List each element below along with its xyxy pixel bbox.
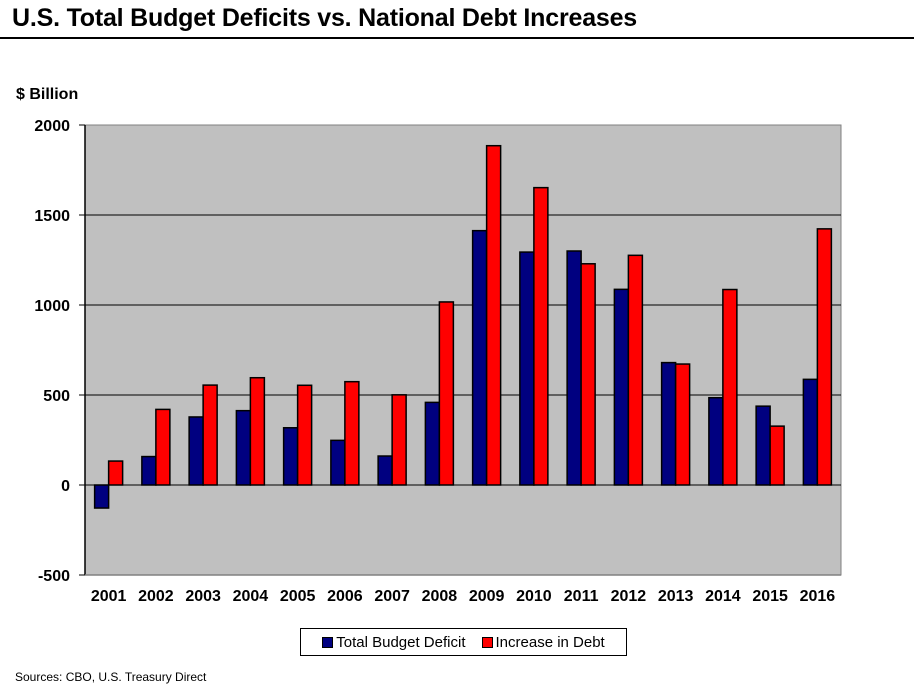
y-tick-label: 2000 <box>34 118 70 135</box>
y-tick-label: 0 <box>61 478 70 495</box>
bar-deficit <box>377 455 393 486</box>
bar-debt-increase <box>769 425 785 486</box>
legend-swatch-debt <box>481 636 493 648</box>
legend: Total Budget Deficit Increase in Debt <box>300 628 627 656</box>
bar-deficit <box>802 378 819 486</box>
x-tick-label: 2005 <box>280 588 316 605</box>
axes <box>84 125 841 576</box>
legend-item-deficit: Total Budget Deficit <box>322 633 466 651</box>
source-note: Sources: CBO, U.S. Treasury Direct <box>15 670 207 684</box>
plot-area <box>84 124 842 576</box>
x-tick-label: 2003 <box>185 588 221 605</box>
y-axis-unit-label: $ Billion <box>16 86 79 103</box>
bar-debt-increase <box>107 460 124 486</box>
bar-debt-increase <box>344 380 360 486</box>
legend-item-debt: Increase in Debt <box>481 633 605 651</box>
bar-deficit <box>755 405 771 486</box>
y-tick-label: 1000 <box>34 298 70 315</box>
bar-deficit <box>613 288 630 486</box>
bar-debt-increase <box>816 228 833 486</box>
bar-deficit <box>566 250 582 486</box>
bar-deficit <box>471 229 488 486</box>
legend-label-deficit: Total Budget Deficit <box>336 633 466 651</box>
x-tick-label: 2007 <box>374 588 410 605</box>
x-tick-label: 2012 <box>611 588 647 605</box>
title-divider <box>0 37 914 39</box>
x-tick-label: 2011 <box>564 588 599 605</box>
bar-deficit <box>93 484 110 509</box>
bar-debt-increase <box>296 384 313 486</box>
y-tick-label: 500 <box>43 388 70 405</box>
bar-debt-increase <box>155 408 171 486</box>
x-tick-label: 2006 <box>327 588 363 605</box>
x-tick-label: 2010 <box>516 588 552 605</box>
y-tick-label: -500 <box>38 568 70 585</box>
bar-debt-increase <box>391 394 407 486</box>
chart-title: U.S. Total Budget Deficits vs. National … <box>12 4 638 32</box>
legend-label-debt: Increase in Debt <box>495 633 605 651</box>
bar-deficit <box>424 401 441 486</box>
bar-deficit <box>660 361 677 486</box>
bar-deficit <box>708 396 724 486</box>
bar-deficit <box>235 409 252 486</box>
x-tick-label: 2004 <box>233 588 269 605</box>
x-tick-label: 2016 <box>800 588 836 605</box>
x-tick-label: 2013 <box>658 588 694 605</box>
x-tick-label: 2008 <box>422 588 458 605</box>
x-tick-label: 2015 <box>752 588 788 605</box>
bar-debt-increase <box>202 384 218 486</box>
bar-debt-increase <box>438 301 455 486</box>
x-tick-label: 2001 <box>91 588 127 605</box>
bar-debt-increase <box>485 144 502 486</box>
y-tick-label: 1500 <box>34 208 70 225</box>
x-tick-label: 2014 <box>705 588 741 605</box>
bar-deficit <box>519 251 535 486</box>
bar-debt-increase <box>580 263 596 486</box>
y-tick-labels: -500 0 500 1000 1500 2000 <box>34 118 70 585</box>
bar-debt-increase <box>249 376 266 486</box>
bar-deficit <box>188 416 204 486</box>
legend-swatch-deficit <box>322 636 334 648</box>
x-tick-labels: 2001 2002 2003 2004 2005 2006 2007 2008 2009 2010… <box>91 588 835 605</box>
bar-deficit <box>141 455 157 486</box>
bar-debt-increase <box>533 186 549 486</box>
x-tick-label: 2009 <box>469 588 505 605</box>
bar-debt-increase <box>674 363 691 486</box>
bar-deficit <box>330 439 346 486</box>
bars <box>93 144 833 509</box>
x-tick-label: 2002 <box>138 588 174 605</box>
bar-deficit <box>282 427 299 486</box>
bar-debt-increase <box>722 288 738 486</box>
bar-debt-increase <box>627 254 644 486</box>
